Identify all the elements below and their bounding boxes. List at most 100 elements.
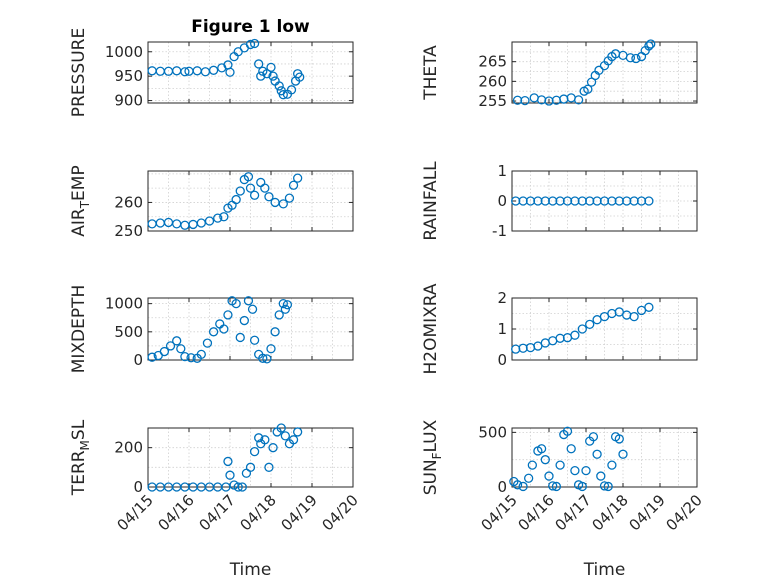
y-tick-label: 1: [497, 320, 507, 338]
data-point: [292, 173, 303, 183]
y-axis-label: THETA: [421, 45, 441, 101]
data-point: [243, 296, 254, 306]
data-point: [581, 465, 591, 476]
y-tick-label: 500: [478, 423, 507, 441]
data-point: [594, 65, 604, 75]
data-point: [188, 219, 198, 230]
data-point: [520, 95, 530, 106]
data-point: [559, 94, 569, 104]
data-point: [254, 59, 264, 69]
data-point: [249, 335, 260, 345]
data-point: [196, 218, 206, 228]
data-point: [264, 462, 274, 472]
data-point: [629, 311, 639, 322]
data-point: [155, 66, 165, 76]
data-point: [544, 471, 554, 481]
x-tick-label: 04/18: [237, 491, 280, 534]
data-point: [245, 39, 256, 50]
data-point: [288, 435, 299, 445]
data-point: [268, 71, 278, 81]
data-point: [270, 327, 280, 337]
data-point: [235, 332, 245, 343]
y-tick-label: 265: [478, 53, 507, 71]
data-point: [260, 435, 270, 445]
data-point: [527, 460, 537, 470]
data-point: [180, 67, 190, 77]
data-point: [225, 470, 235, 480]
x-tick-label: 04/20: [663, 491, 706, 534]
data-point: [566, 444, 576, 454]
data-point: [274, 310, 284, 320]
data-point: [172, 219, 182, 229]
data-point: [280, 431, 291, 441]
y-tick-label: 950: [114, 67, 143, 85]
data-point: [566, 93, 576, 103]
data-point: [223, 310, 233, 320]
data-point: [256, 71, 266, 81]
y-tick-label: 0: [497, 192, 507, 210]
data-point: [163, 217, 174, 228]
data-point: [249, 446, 260, 457]
y-tick-label: -1: [492, 222, 507, 240]
data-point: [245, 462, 256, 472]
data-point: [555, 460, 565, 470]
data-point: [562, 426, 573, 436]
data-point: [186, 353, 196, 363]
y-axis-label: MIXDEPTH: [69, 285, 89, 374]
x-axis-label: Time: [583, 560, 626, 580]
y-tick-label: 260: [114, 193, 143, 211]
data-point: [204, 216, 215, 226]
data-point: [596, 471, 606, 481]
y-tick-label: 260: [478, 72, 507, 90]
data-point: [618, 449, 628, 459]
data-point: [536, 444, 547, 454]
y-tick-label: 900: [114, 92, 143, 110]
x-tick-label: 04/16: [515, 491, 558, 534]
data-point: [237, 482, 247, 492]
data-point: [276, 423, 286, 433]
data-point: [644, 41, 654, 51]
data-point: [278, 199, 288, 209]
y-axis-label: RAINFALL: [421, 161, 441, 241]
data-point: [614, 434, 624, 444]
x-tick-label: 04/15: [478, 491, 521, 534]
data-point: [219, 212, 229, 222]
data-point: [219, 324, 229, 334]
data-point: [262, 69, 272, 79]
data-point: [599, 481, 610, 491]
y-axis-label: SUNFLUX: [421, 419, 444, 495]
data-point: [147, 219, 157, 229]
data-point: [180, 220, 190, 230]
data-point: [286, 85, 297, 95]
data-point: [202, 338, 213, 348]
x-tick-label: 04/15: [114, 491, 157, 534]
data-point: [512, 480, 523, 490]
data-point: [231, 298, 241, 309]
data-point: [239, 315, 250, 326]
data-point: [165, 341, 176, 351]
data-point: [260, 183, 270, 193]
data-point: [292, 427, 303, 437]
x-axis-label: Time: [229, 560, 272, 580]
data-point: [249, 38, 260, 49]
x-tick-label: 04/20: [319, 491, 362, 534]
y-tick-label: 2: [497, 289, 507, 307]
x-tick-label: 04/17: [552, 491, 595, 534]
data-point: [607, 460, 617, 470]
data-point: [264, 192, 274, 202]
data-point: [247, 304, 258, 314]
axes-box: [147, 427, 354, 488]
data-point: [147, 352, 157, 362]
axes-box: [147, 170, 354, 232]
x-tick-label: 04/17: [196, 491, 239, 534]
y-tick-label: 0: [133, 478, 143, 496]
data-point: [570, 330, 580, 340]
data-point: [266, 62, 276, 73]
data-point: [192, 66, 202, 76]
axes-box: [147, 297, 354, 361]
y-tick-label: 250: [114, 222, 143, 240]
x-tick-label: 04/16: [155, 491, 198, 534]
data-point: [592, 449, 602, 459]
x-tick-label: 04/19: [278, 491, 321, 534]
